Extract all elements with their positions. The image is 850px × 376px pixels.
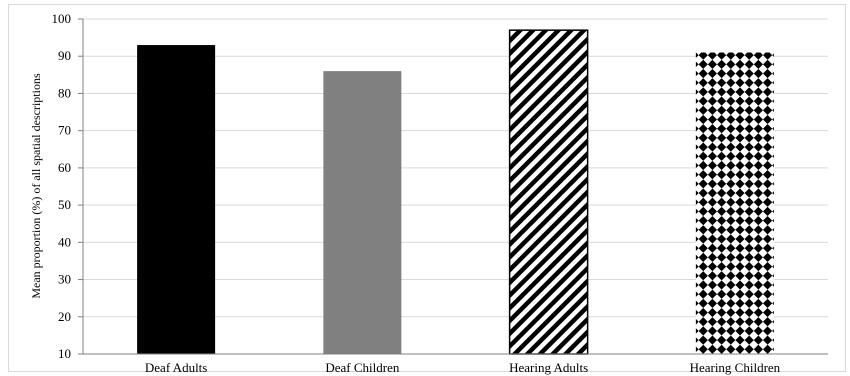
axes [82, 19, 828, 355]
bar-deaf-children [323, 71, 402, 354]
y-tick-label: 10 [58, 346, 71, 361]
x-tick-labels: Deaf Adults Deaf Children Hearing Adults He… [145, 360, 781, 375]
bar-hearing-children [695, 52, 774, 354]
x-tick-label: Deaf Adults [145, 360, 207, 375]
chart-frame [8, 4, 846, 372]
y-tick-labels: 10 20 30 40 50 60 70 80 90 100 [52, 11, 83, 361]
y-tick-label: 20 [58, 309, 71, 324]
y-tick-label: 90 [58, 48, 71, 63]
y-tick-label: 80 [58, 85, 71, 100]
y-tick-label: 70 [58, 123, 71, 138]
bar-deaf-adults [137, 45, 216, 355]
y-tick-label: 100 [52, 11, 72, 26]
x-tick-label: Deaf Children [325, 360, 400, 375]
y-tick-label: 30 [58, 272, 71, 287]
x-tick-label: Hearing Adults [509, 360, 588, 375]
y-tick-label: 40 [58, 234, 71, 249]
bar-hearing-adults [508, 29, 589, 355]
y-tick-label: 50 [58, 197, 71, 212]
y-tick-label: 60 [58, 160, 71, 175]
y-axis-label: Mean proportion (%) of all spatial descr… [29, 73, 43, 299]
bars [137, 29, 774, 355]
x-tick-label: Hearing Children [690, 360, 781, 375]
